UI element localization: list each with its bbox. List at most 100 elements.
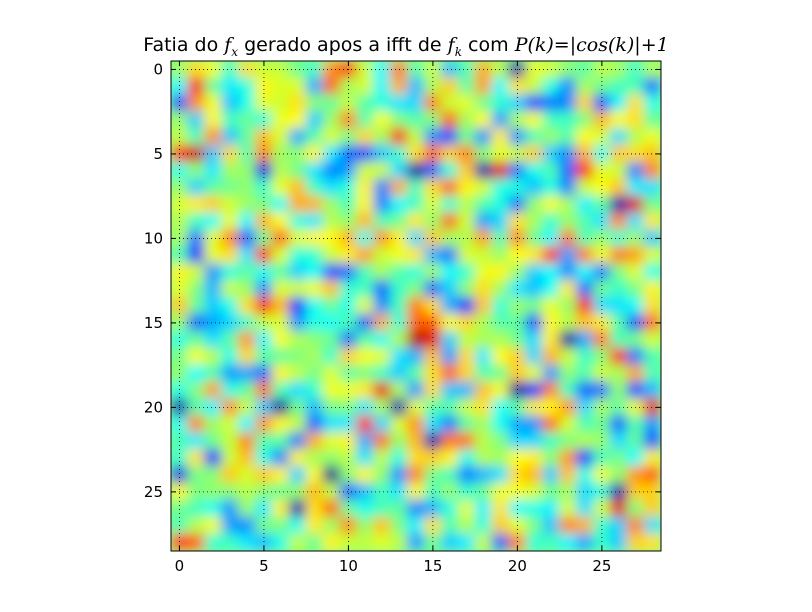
heatmap-cell: [592, 94, 611, 113]
heatmap-cell: [491, 144, 510, 163]
heatmap-cell: [305, 415, 324, 434]
heatmap-cell: [322, 111, 341, 130]
heatmap-cell: [508, 313, 527, 332]
heatmap-cell: [525, 178, 544, 197]
heatmap-cell: [407, 128, 425, 146]
heatmap-cell: [254, 466, 273, 484]
y-tick-label: 25: [144, 483, 163, 501]
heatmap-cell: [390, 280, 409, 299]
heatmap-cell: [423, 449, 442, 468]
heatmap-cell: [356, 246, 375, 265]
heatmap-cell: [390, 111, 409, 130]
heatmap-cell: [171, 178, 189, 197]
heatmap-cell: [423, 330, 442, 349]
heatmap-cell: [474, 246, 493, 265]
heatmap-cell: [609, 94, 628, 113]
heatmap-cell: [559, 330, 578, 349]
heatmap-cell: [474, 381, 493, 400]
heatmap-cell: [643, 330, 661, 349]
heatmap-cell: [643, 533, 661, 551]
heatmap-cell: [356, 178, 375, 197]
heatmap-cell: [221, 297, 240, 315]
heatmap-cell: [626, 195, 645, 214]
heatmap-cell: [288, 432, 307, 451]
heatmap-cell: [390, 381, 409, 400]
heatmap-cell: [322, 195, 341, 214]
heatmap-cell: [322, 449, 341, 468]
heatmap-cell: [609, 178, 628, 197]
heatmap-cell: [390, 330, 409, 349]
heatmap-cell: [559, 432, 578, 451]
heatmap-cell: [491, 263, 510, 282]
heatmap-cell: [491, 347, 510, 366]
heatmap-cell: [373, 381, 392, 400]
heatmap-cell: [643, 77, 661, 96]
heatmap-cell: [643, 432, 661, 451]
heatmap-cell: [204, 466, 223, 484]
heatmap-cell: [271, 466, 290, 484]
heatmap-cell: [559, 533, 578, 551]
heatmap-cell: [643, 482, 661, 501]
heatmap-cell: [525, 297, 544, 315]
heatmap-cell: [592, 499, 611, 518]
heatmap-cell: [474, 330, 493, 349]
heatmap-cell: [271, 482, 290, 501]
heatmap-cell: [204, 94, 223, 113]
heatmap-cell: [423, 94, 442, 113]
heatmap-cell: [576, 347, 594, 366]
heatmap-cell: [592, 313, 611, 332]
heatmap-cell: [322, 263, 341, 282]
heatmap-cell: [626, 111, 645, 130]
heatmap-cell: [626, 280, 645, 299]
heatmap-cell: [491, 212, 510, 231]
heatmap-cell: [171, 77, 189, 96]
heatmap-cell: [626, 381, 645, 400]
heatmap-cell: [271, 364, 290, 383]
heatmap-cell: [204, 432, 223, 451]
heatmap-cell: [288, 449, 307, 468]
heatmap-cell: [238, 432, 256, 451]
heatmap-cell: [204, 482, 223, 501]
heatmap-cell: [559, 161, 578, 180]
heatmap-cell: [525, 212, 544, 231]
heatmap-cell: [288, 229, 307, 248]
heatmap-cell: [221, 516, 240, 535]
heatmap-cell: [440, 128, 459, 146]
heatmap-cell: [609, 161, 628, 180]
heatmap-cell: [576, 516, 594, 535]
heatmap-cell: [187, 94, 206, 113]
heatmap-cell: [171, 449, 189, 468]
heatmap-cell: [238, 297, 256, 315]
heatmap-cell: [373, 415, 392, 434]
heatmap-cell: [474, 347, 493, 366]
heatmap-cell: [440, 144, 459, 163]
heatmap-cell: [457, 128, 476, 146]
heatmap-cell: [542, 415, 561, 434]
heatmap-cell: [576, 466, 594, 484]
heatmap-cell: [440, 297, 459, 315]
heatmap-cell: [576, 263, 594, 282]
heatmap-cell: [356, 280, 375, 299]
heatmap-cell: [407, 533, 425, 551]
heatmap-cell: [288, 77, 307, 96]
heatmap-cell: [171, 533, 189, 551]
heatmap-cell: [373, 533, 392, 551]
heatmap-cell: [271, 398, 290, 417]
heatmap-cell: [576, 77, 594, 96]
heatmap-cell: [204, 516, 223, 535]
y-tick-label: 5: [153, 145, 163, 163]
heatmap-cell: [592, 161, 611, 180]
heatmap-cell: [322, 280, 341, 299]
heatmap-cell: [204, 364, 223, 383]
heatmap-cell: [474, 111, 493, 130]
heatmap-cell: [187, 533, 206, 551]
heatmap-cell: [204, 263, 223, 282]
heatmap-cell: [221, 415, 240, 434]
heatmap-cell: [288, 347, 307, 366]
heatmap-cell: [187, 313, 206, 332]
heatmap-cell: [440, 330, 459, 349]
heatmap-cell: [356, 128, 375, 146]
heatmap-cell: [474, 128, 493, 146]
heatmap-cell: [407, 94, 425, 113]
heatmap-cell: [525, 499, 544, 518]
